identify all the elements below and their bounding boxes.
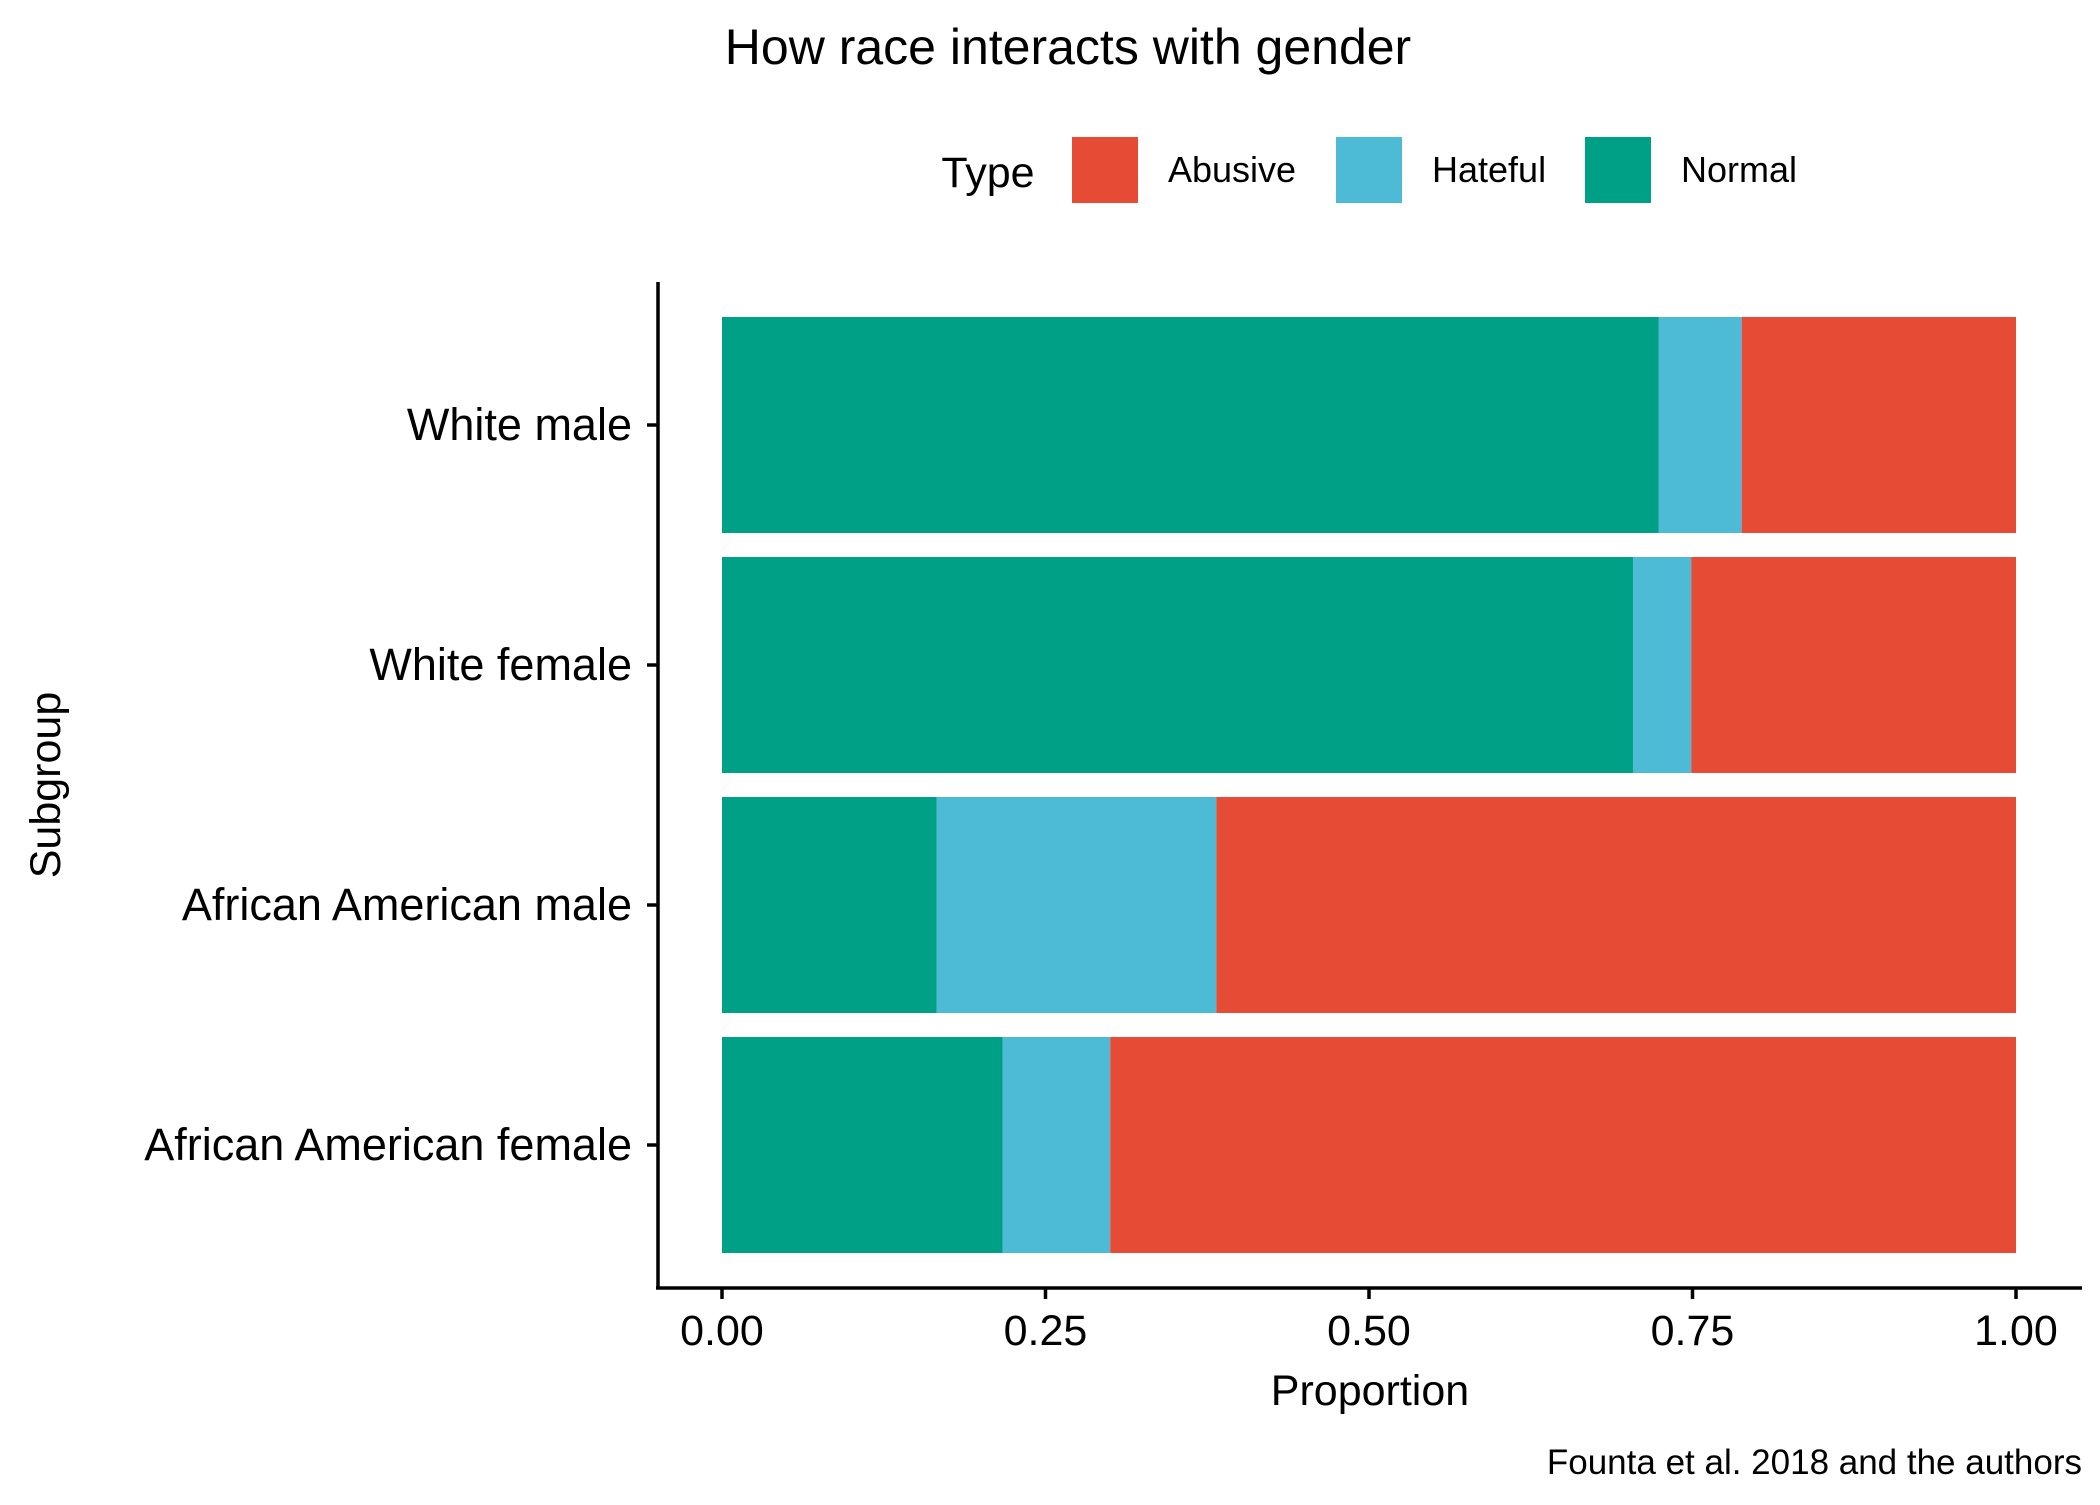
- chart-title: How race interacts with gender: [725, 19, 1411, 75]
- x-axis-label: Proportion: [1271, 1367, 1469, 1415]
- bar-white-female-abusive: [1691, 557, 2016, 773]
- legend: Type Abusive Hateful Normal: [941, 137, 1797, 203]
- legend-key-normal: [1585, 137, 1651, 203]
- y-tick-label: White female: [369, 639, 632, 690]
- bars: [722, 317, 2016, 1253]
- y-tick-label: White male: [407, 399, 632, 450]
- legend-label-abusive: Abusive: [1168, 149, 1296, 190]
- bar-african-american-female-abusive: [1110, 1037, 2016, 1253]
- bar-white-male-hateful: [1658, 317, 1742, 533]
- legend-key-hateful: [1336, 137, 1402, 203]
- bar-white-female-normal: [722, 557, 1633, 773]
- legend-key-abusive: [1072, 137, 1138, 203]
- y-tick-label: African American female: [144, 1119, 632, 1170]
- x-tick-label: 1.00: [1974, 1307, 2058, 1355]
- legend-title: Type: [941, 149, 1034, 197]
- y-tick-label: African American male: [182, 879, 632, 930]
- bar-white-male-normal: [722, 317, 1659, 533]
- x-axis-ticks: 0.00 0.25 0.50 0.75 1.00: [680, 1288, 2058, 1355]
- bar-african-american-male-abusive: [1216, 797, 2016, 1013]
- x-tick-label: 0.75: [1651, 1307, 1735, 1355]
- legend-label-hateful: Hateful: [1432, 149, 1546, 190]
- x-tick-label: 0.25: [1004, 1307, 1088, 1355]
- chart-caption: Founta et al. 2018 and the authors: [1547, 1443, 2082, 1482]
- y-axis-label: Subgroup: [22, 692, 70, 879]
- legend-label-normal: Normal: [1681, 149, 1797, 190]
- x-tick-label: 0.50: [1327, 1307, 1411, 1355]
- bar-african-american-male-normal: [722, 797, 937, 1013]
- bar-african-american-female-normal: [722, 1037, 1003, 1253]
- bar-white-male-abusive: [1741, 317, 2016, 533]
- bar-white-female-hateful: [1632, 557, 1692, 773]
- y-axis-ticks: White male White female African American m…: [144, 399, 658, 1170]
- bar-african-american-female-hateful: [1002, 1037, 1111, 1253]
- x-tick-label: 0.00: [680, 1307, 764, 1355]
- bar-african-american-male-hateful: [936, 797, 1217, 1013]
